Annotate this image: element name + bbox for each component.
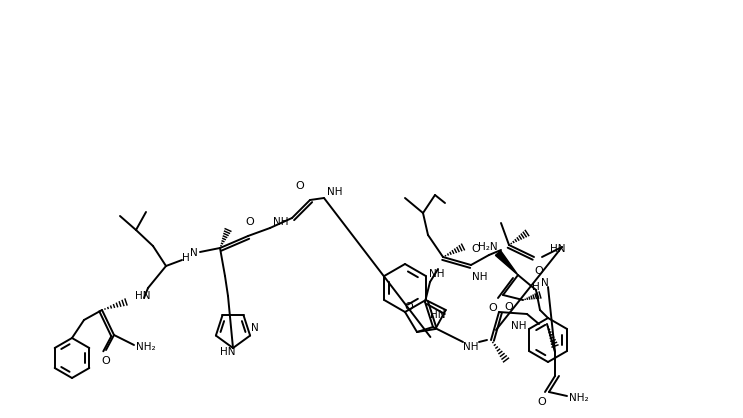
Text: HN: HN — [135, 291, 151, 301]
Text: N: N — [251, 323, 259, 333]
Text: O: O — [405, 302, 413, 312]
Text: NH: NH — [473, 272, 487, 282]
Text: N: N — [190, 248, 198, 258]
Text: O: O — [296, 181, 305, 191]
Polygon shape — [496, 251, 518, 275]
Text: N: N — [541, 278, 549, 288]
Text: O: O — [472, 244, 481, 254]
Text: O: O — [504, 302, 513, 312]
Text: NH: NH — [429, 269, 445, 279]
Text: H: H — [182, 253, 190, 263]
Text: O: O — [538, 397, 546, 407]
Text: O: O — [489, 303, 497, 313]
Text: NH: NH — [511, 321, 527, 331]
Text: NH₂: NH₂ — [569, 393, 588, 403]
Text: H₂N: H₂N — [478, 242, 498, 252]
Text: O: O — [246, 217, 254, 227]
Text: HN: HN — [220, 347, 236, 357]
Text: O: O — [535, 266, 543, 276]
Text: NH: NH — [463, 342, 478, 352]
Text: HN: HN — [551, 244, 565, 254]
Text: O: O — [102, 356, 111, 366]
Text: HN: HN — [429, 310, 445, 320]
Text: NH₂: NH₂ — [136, 342, 156, 352]
Text: H: H — [532, 282, 540, 292]
Text: NH: NH — [273, 217, 289, 227]
Text: NH: NH — [327, 187, 343, 197]
